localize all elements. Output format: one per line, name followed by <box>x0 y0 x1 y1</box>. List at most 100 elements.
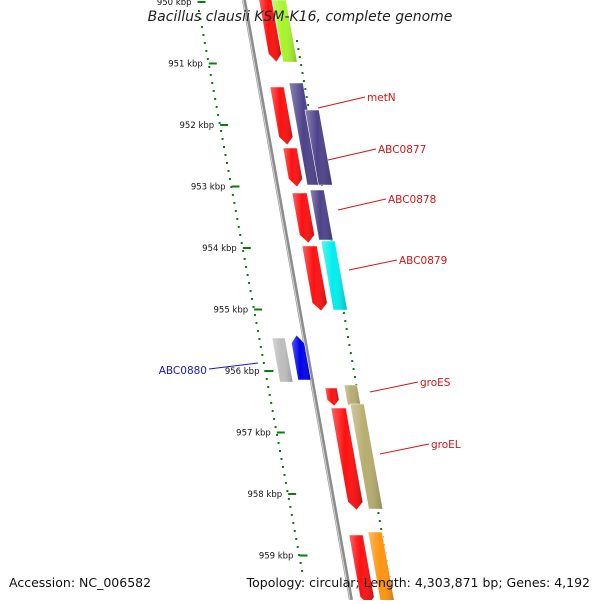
gene-label-ABC0880[interactable]: ABC0880 <box>159 365 207 377</box>
ruler-dot <box>218 122 221 124</box>
ruler-label: 951 kbp <box>168 60 203 70</box>
ruler-dot <box>280 458 283 460</box>
ruler-label: 958 kbp <box>247 490 282 500</box>
ruler-dot <box>271 410 274 412</box>
ruler-dot <box>236 218 239 220</box>
gene-labels: metN ABC0877 ABC0878 ABC0879 ABC0880 groES gro… <box>159 92 461 455</box>
gene-shade-g-fwd-red-6 <box>331 408 363 510</box>
gene-label-ABC0879[interactable]: ABC0879 <box>399 255 447 267</box>
ruler-dot <box>259 346 262 348</box>
ruler-dot <box>230 186 233 188</box>
ruler-dot <box>251 298 254 300</box>
ruler-dot <box>220 130 223 132</box>
ruler-dot <box>281 466 284 468</box>
backbone-line <box>242 0 353 601</box>
ruler-dot <box>274 426 277 428</box>
content-dot <box>345 328 348 330</box>
ruler-dot <box>298 554 301 556</box>
ruler-dot <box>245 266 248 268</box>
ruler-dot <box>273 418 276 420</box>
ruler-dot <box>208 66 211 68</box>
ruler-dot <box>242 250 245 252</box>
label-leader-groES <box>369 381 419 393</box>
ruler-dot <box>292 522 295 524</box>
ruler-dot <box>283 474 286 476</box>
ruler-dot <box>270 402 273 404</box>
map-title: Bacillus clausii KSM-K16, complete genom… <box>147 9 453 25</box>
ruler-dot <box>231 194 234 196</box>
ruler-dot <box>215 106 218 108</box>
position-ruler: 950 kbp 951 kbp 952 kbp 953 kbp 954 kbp 955 k… <box>157 0 308 572</box>
gene-label-ABC0877[interactable]: ABC0877 <box>378 144 426 156</box>
content-dot <box>349 352 352 354</box>
ruler-dot <box>209 74 212 76</box>
content-dot <box>353 376 356 378</box>
gene-shade-g-fwd-red-2 <box>283 148 303 187</box>
ruler-dot <box>246 274 249 276</box>
ruler-dot <box>212 90 215 92</box>
accession-text: Accession: NC_006582 <box>9 575 152 590</box>
ruler-dot <box>199 18 202 20</box>
ruler-dot <box>197 10 200 12</box>
content-dot <box>297 48 300 50</box>
ruler-dot <box>256 330 259 332</box>
ruler-dot <box>296 546 299 548</box>
ruler-dot <box>225 162 228 164</box>
ruler-label: 957 kbp <box>236 429 271 439</box>
gene-label-groES[interactable]: groES <box>420 377 451 389</box>
ruler-dot <box>223 146 226 148</box>
gene-shade-g-fwd-red-3 <box>292 193 315 243</box>
gene-shade-ABC0879 <box>321 241 348 310</box>
ruler-dot <box>264 370 267 372</box>
content-dot <box>304 88 307 90</box>
ruler-dot <box>267 386 270 388</box>
content-dot <box>344 320 347 322</box>
genome-summary-text: Topology: circular; Length: 4,303,871 bp… <box>246 575 590 590</box>
gene-label-ABC0878[interactable]: ABC0878 <box>388 194 436 206</box>
ruler-dot <box>277 442 280 444</box>
ruler-dot <box>227 170 230 172</box>
gene-label-groEL[interactable]: groEL <box>431 439 461 451</box>
ruler-dot <box>205 50 208 52</box>
ruler-dot <box>261 354 264 356</box>
content-dot <box>380 528 383 530</box>
label-leader-ABC0877 <box>327 148 377 161</box>
content-dot <box>305 96 308 98</box>
content-dot <box>301 72 304 74</box>
ruler-dot <box>249 290 252 292</box>
content-dot <box>378 520 381 522</box>
ruler-dot <box>286 490 289 492</box>
label-leader-ABC0879 <box>348 259 398 271</box>
content-dot <box>342 312 345 314</box>
ruler-dot <box>301 570 304 572</box>
ruler-dot <box>200 26 203 28</box>
ruler-dot <box>289 506 292 508</box>
ruler-dot <box>255 322 258 324</box>
ruler-dot <box>290 514 293 516</box>
ruler-dot <box>239 234 242 236</box>
ruler-label: 956 kbp <box>225 367 260 377</box>
ruler-dot <box>265 378 268 380</box>
label-leader-ABC0878 <box>337 198 387 211</box>
ruler-dot <box>228 178 231 180</box>
ruler-dot <box>214 98 217 100</box>
ruler-label: 959 kbp <box>259 552 294 562</box>
gene-label-metN[interactable]: metN <box>367 92 396 104</box>
ruler-dot <box>240 242 243 244</box>
genome-backbone <box>242 0 353 601</box>
ruler-dot <box>234 210 237 212</box>
content-dot <box>352 368 355 370</box>
ruler-dot <box>284 482 287 484</box>
gene-shade-ABC0878 <box>310 190 333 240</box>
gene-shade-groEL <box>350 404 383 509</box>
content-dot <box>300 64 303 66</box>
ruler-dot <box>211 82 214 84</box>
content-dot <box>348 344 351 346</box>
gene-shade-g-fwd-red-1 <box>270 87 293 145</box>
ruler-label: 954 kbp <box>202 244 237 254</box>
ruler-dot <box>203 42 206 44</box>
gene-shade-ABC0880 <box>291 335 311 380</box>
gene-shade-ABC0877 <box>305 110 333 185</box>
ruler-dot <box>253 314 256 316</box>
